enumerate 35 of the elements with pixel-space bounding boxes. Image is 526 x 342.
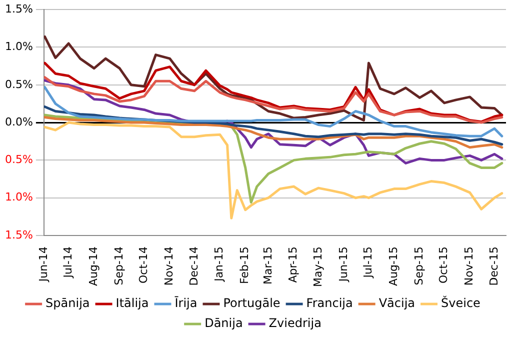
legend-label: Īrija <box>174 296 198 310</box>
x-tick-label: Dec-14 <box>187 246 200 286</box>
x-tick-label: Oct-14 <box>137 246 150 284</box>
y-tick-label: 1.0% <box>4 190 33 204</box>
y-tick-label: 1.0% <box>4 40 33 54</box>
legend-label: Itālija <box>116 296 149 310</box>
x-tick-label: Aug-15 <box>387 246 400 286</box>
x-tick-label: Sep-14 <box>112 246 126 286</box>
x-tick-label: Jun-14 <box>36 246 50 283</box>
x-tick-label: Nov-15 <box>462 246 476 286</box>
x-tick-label: Nov-14 <box>162 246 176 286</box>
x-tick-label: Apr-15 <box>286 246 300 283</box>
x-tick-label: May-15 <box>311 246 324 287</box>
legend-label: Zviedrija <box>268 316 322 330</box>
x-tick-label: Mar-15 <box>261 246 274 285</box>
x-tick-label: Aug-14 <box>86 246 100 286</box>
x-tick-label: Feb-15 <box>238 246 252 284</box>
legend-label: Spānija <box>46 296 90 310</box>
y-tick-label: 0.0% <box>4 115 33 128</box>
y-tick-label: 1.5% <box>4 2 33 16</box>
x-tick-label: Oct-15 <box>437 246 450 284</box>
legend-label: Dānija <box>204 316 243 330</box>
x-tick-label: Sep-15 <box>412 246 426 286</box>
legend-label: Vācija <box>378 296 416 310</box>
x-tick-label: Jan-15 <box>212 246 226 282</box>
legend-label: Francija <box>306 296 353 310</box>
legend-label: Portugāle <box>223 296 280 310</box>
y-tick-label: 0.5% <box>4 78 33 91</box>
x-tick-label: Dec-15 <box>487 246 500 286</box>
y-tick-label: 1.5% <box>4 228 33 242</box>
x-tick-label: Jun-15 <box>336 246 350 283</box>
x-tick-label: Jul-14 <box>61 246 74 279</box>
x-tick-label: Jul-15 <box>362 246 375 279</box>
y-tick-label: 0.5% <box>4 153 33 166</box>
legend-label: Šveice <box>441 295 480 310</box>
